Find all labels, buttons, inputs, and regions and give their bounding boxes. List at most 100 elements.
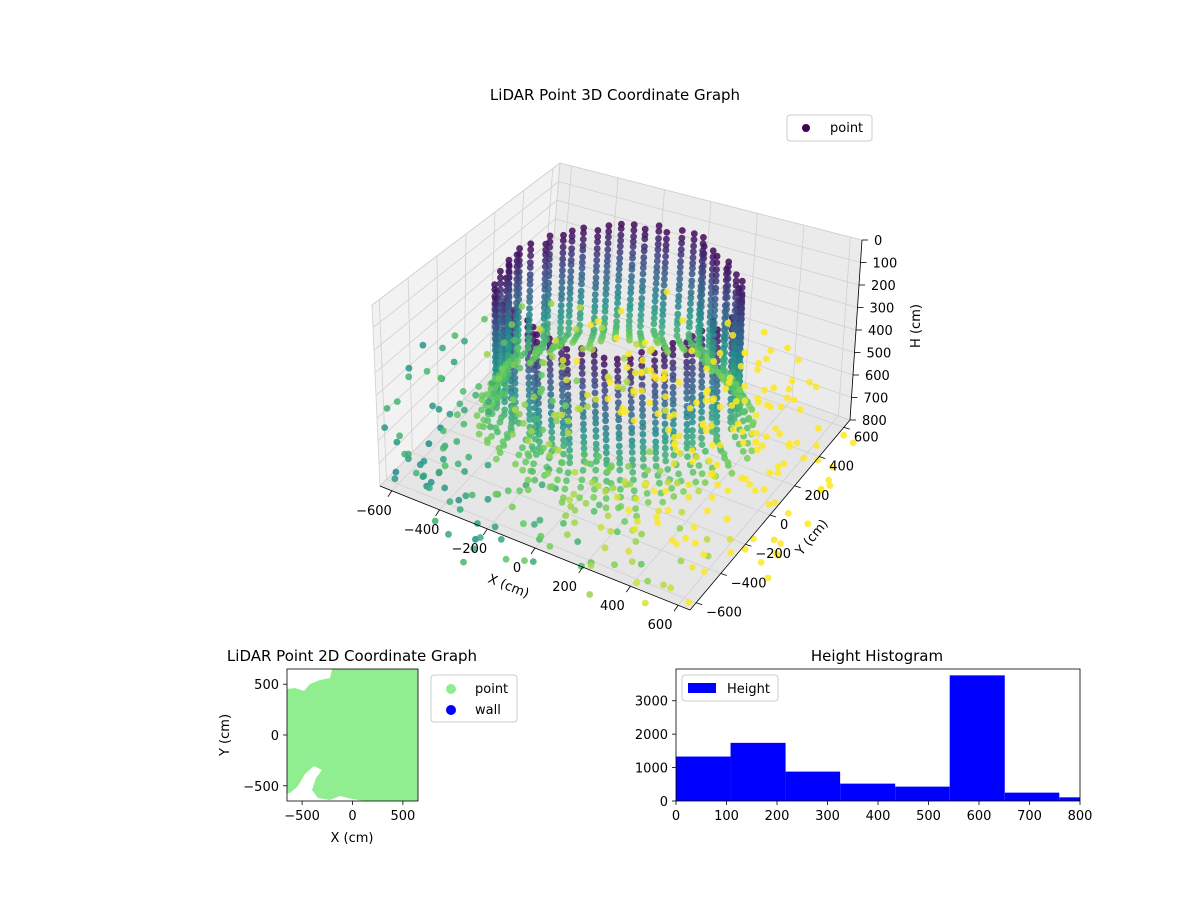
point-3d [543,330,551,338]
point-3d [515,320,522,327]
histogram-bar [785,771,841,801]
point-3d [616,466,624,474]
x-tick-label-3d: 200 [552,580,577,595]
point-3d [515,261,523,269]
point-3d [761,386,768,394]
point-3d [521,401,529,408]
point-3d [849,439,857,447]
point-3d [674,303,682,310]
point-3d [591,297,599,304]
point-3d [545,272,553,280]
point-3d [629,243,637,251]
z-tick-label-3d: 700 [864,392,889,407]
point-3d [530,460,537,468]
point-3d [683,439,691,447]
point-3d [676,269,684,277]
point-3d [412,469,420,477]
point-3d [587,562,595,569]
point-3d [723,515,731,523]
point-3d [538,371,545,379]
point-3d [603,257,611,265]
point-3d [677,450,684,457]
histogram-bar [1059,797,1080,801]
point-3d [652,430,659,438]
point-3d [564,429,572,437]
point-3d [713,461,721,469]
point-3d [696,293,704,301]
point-3d [643,490,651,497]
point-3d [730,350,737,357]
point-3d [658,323,666,330]
point-3d [639,449,647,456]
point-3d [659,306,667,314]
point-3d [557,329,564,336]
point-3d [549,353,556,361]
point-3d [708,403,716,411]
point-3d [425,440,433,448]
scatter2d-point-cloud [287,669,418,801]
point-3d [501,390,509,398]
point-3d [708,409,716,417]
point-3d [603,449,610,457]
point-3d [683,413,691,421]
point-3d [581,451,588,458]
point-3d [627,278,635,286]
point-3d [614,374,622,381]
point-3d [697,276,705,284]
point-3d [580,229,587,237]
point-3d [703,365,710,373]
point-3d [491,335,499,343]
point-3d [661,264,669,272]
point-3d [765,500,773,508]
point-3d [711,312,718,320]
point-3d [767,403,774,411]
point-3d [578,476,586,484]
z-tick-label-3d: 600 [865,369,890,384]
point-3d [602,279,610,287]
scatter2d-panel: LiDAR Point 2D Coordinate Graph −500−500… [218,647,518,846]
point-3d [453,438,461,445]
point-3d [734,420,742,428]
point-3d [461,406,468,414]
y-tick-mark-3d [720,573,727,576]
point-3d [629,468,637,476]
point-3d [736,356,743,364]
point-3d [669,351,677,359]
x-tick-label-3d: −400 [404,523,440,538]
point-3d [689,433,696,440]
point-3d [736,345,744,353]
point-3d [548,428,556,436]
point-3d [696,311,703,318]
point-3d [500,339,508,347]
point-3d [494,428,501,436]
point-3d [766,469,774,477]
point-3d [568,232,576,240]
point-3d [540,359,548,367]
point-3d [532,345,540,353]
point-3d [602,430,610,438]
point-3d [505,274,513,282]
point-3d [711,295,719,303]
point-3d [484,495,492,503]
x-tick-label-hist: 0 [672,809,680,824]
point-3d [498,414,505,421]
point-3d [615,504,622,512]
point-3d [446,498,454,505]
point-3d [619,385,627,393]
x-tick-mark-3d [626,585,631,593]
point-3d [639,406,646,414]
x-axis-label-3d: X (cm) [486,572,531,602]
point-3d [566,301,573,309]
point-3d [514,326,522,334]
point-3d [595,501,603,509]
point-3d [483,350,491,358]
point-3d [566,446,573,454]
point-3d [709,344,717,352]
point-3d [579,246,587,254]
point-3d [591,389,599,397]
point-3d [697,287,705,295]
point-3d [785,385,793,393]
point-3d [515,451,523,459]
point-3d [724,268,732,276]
point-3d [578,350,586,358]
